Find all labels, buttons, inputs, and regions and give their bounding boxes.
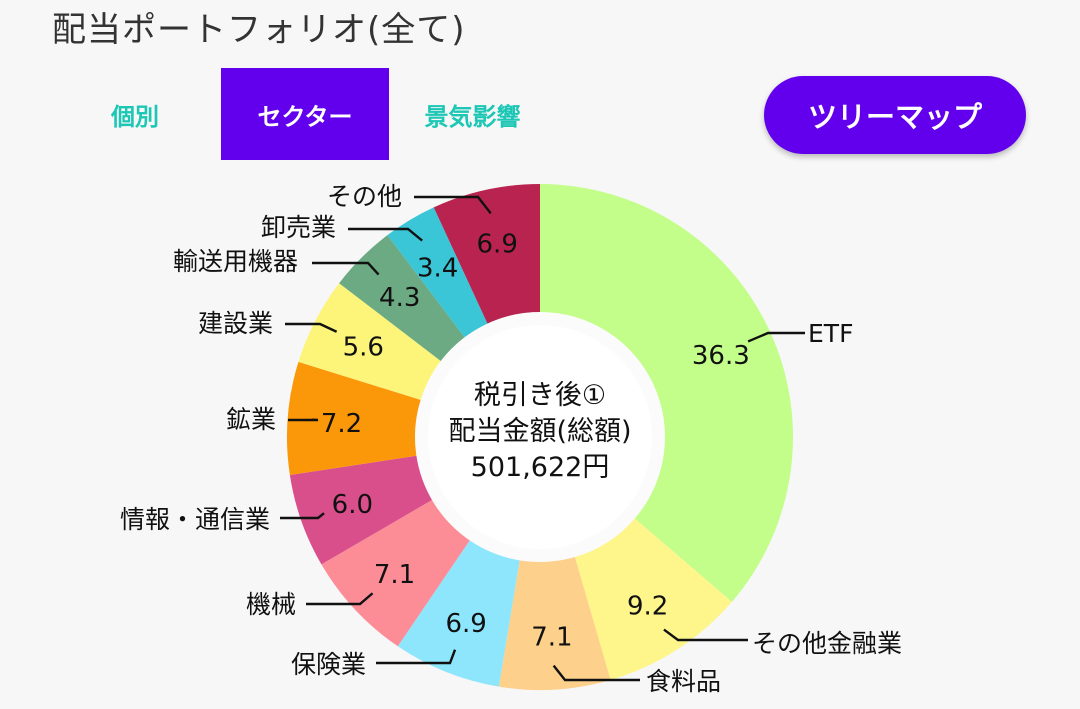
center-line-2: 配当金額(総額): [448, 416, 632, 447]
slice-value-label: 9.2: [627, 591, 668, 621]
tab-economic-impact[interactable]: 景気影響: [424, 102, 521, 131]
slice-1[interactable]: [574, 518, 732, 680]
slice-4[interactable]: [321, 499, 470, 647]
leader-line: [306, 592, 374, 606]
tab-sector[interactable]: セクター: [221, 68, 389, 160]
slice-value-label: 36.3: [692, 341, 750, 371]
slice-value-label: 3.4: [417, 253, 458, 283]
leader-line: [376, 649, 457, 665]
leader-line: [280, 512, 325, 520]
slice-category-label: その他金融業: [752, 629, 902, 658]
leader-line: [312, 261, 380, 276]
slice-category-label: 建設業: [198, 309, 273, 338]
center-line-1: 税引き後①: [473, 380, 607, 411]
slice-category-label: 食料品: [646, 667, 721, 696]
leader-line: [747, 331, 805, 343]
slice-value-label: 7.2: [321, 409, 362, 439]
slice-category-label: 卸売業: [261, 213, 336, 242]
slice-7[interactable]: [298, 283, 441, 400]
slice-9[interactable]: [387, 207, 488, 338]
slice-category-label: 輸送用機器: [173, 247, 298, 276]
leader-line: [414, 195, 492, 215]
leader-line: [663, 628, 748, 642]
leader-line: [348, 227, 423, 242]
slice-value-label: 6.0: [332, 490, 373, 520]
leader-line: [285, 322, 338, 333]
leader-line: [552, 664, 640, 682]
slice-category-label: 保険業: [291, 650, 366, 679]
slice-value-label: 5.6: [343, 333, 384, 363]
slice-6[interactable]: [287, 361, 421, 476]
slice-value-label: 7.1: [531, 623, 572, 653]
slice-5[interactable]: [289, 455, 433, 565]
slice-value-label: 4.3: [379, 283, 420, 313]
page-title: 配当ポートフォリオ(全て): [52, 10, 466, 50]
tab-individual[interactable]: 個別: [111, 102, 159, 131]
chart-center-label: 税引き後① 配当金額(総額) 501,622円: [420, 378, 660, 486]
slice-0[interactable]: [540, 184, 794, 602]
donut-hole: [428, 325, 652, 549]
slice-category-label: 情報・通信業: [120, 505, 270, 534]
slice-10[interactable]: [433, 184, 540, 324]
slice-3[interactable]: [397, 540, 520, 687]
slice-value-label: 6.9: [445, 609, 486, 639]
slice-category-label: 機械: [246, 590, 296, 619]
slice-value-label: 7.1: [374, 560, 415, 590]
treemap-button[interactable]: ツリーマップ: [764, 76, 1026, 154]
slice-category-label: ETF: [808, 319, 853, 348]
slice-category-label: 鉱業: [226, 405, 276, 434]
slice-value-label: 6.9: [477, 230, 518, 260]
slice-category-label: その他: [327, 182, 402, 211]
center-total-amount: 501,622円: [470, 452, 610, 483]
slice-2[interactable]: [498, 557, 611, 691]
